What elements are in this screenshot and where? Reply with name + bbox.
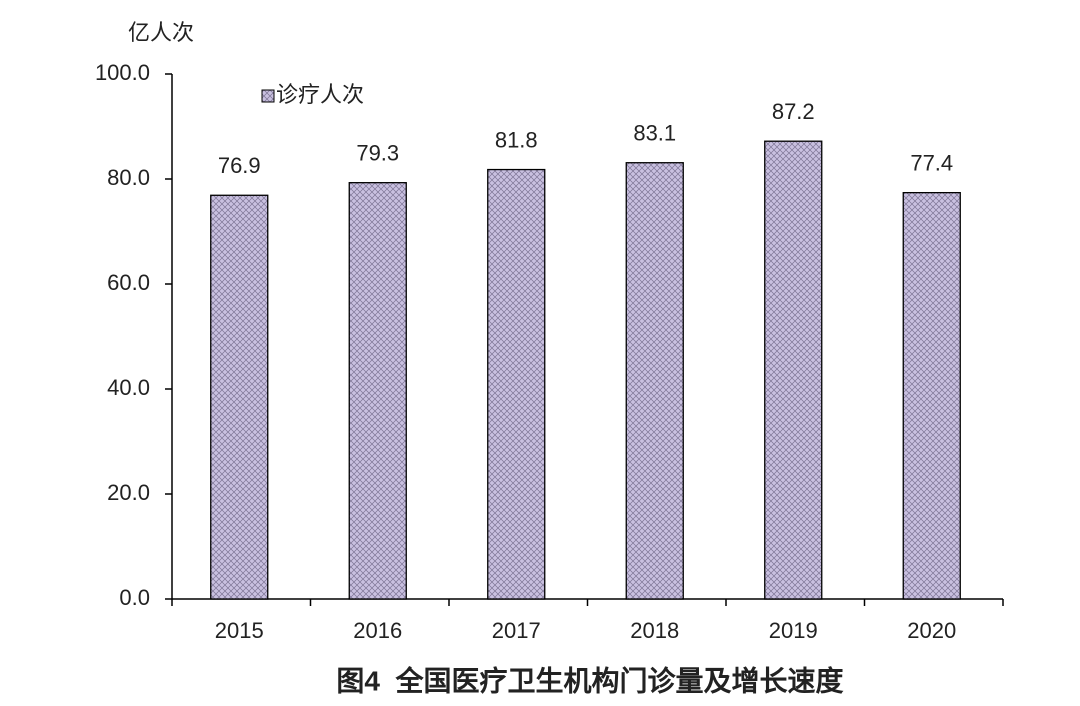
x-tick-label: 2015 — [215, 618, 264, 643]
bar — [625, 162, 684, 600]
x-tick-label: 2019 — [769, 618, 818, 643]
data-label: 83.1 — [633, 121, 676, 146]
data-label: 79.3 — [356, 140, 399, 165]
y-tick-label: 0.0 — [119, 585, 150, 610]
y-tick-label: 40.0 — [107, 375, 150, 400]
bar — [764, 140, 823, 600]
x-tick-label: 2016 — [353, 618, 402, 643]
data-label: 77.4 — [910, 150, 953, 175]
data-label: 76.9 — [218, 153, 261, 178]
bar — [487, 168, 546, 600]
y-tick-label: 60.0 — [107, 270, 150, 295]
x-tick-label: 2018 — [630, 618, 679, 643]
legend-swatch — [261, 89, 275, 103]
data-label: 87.2 — [772, 99, 815, 124]
x-tick-label: 2020 — [907, 618, 956, 643]
y-tick-label: 80.0 — [107, 165, 150, 190]
data-label: 81.8 — [495, 127, 538, 152]
y-tick-label: 100.0 — [95, 60, 150, 85]
chart-title: 图4 全国医疗卫生机构门诊量及增长速度 — [336, 664, 843, 696]
x-tick-label: 2017 — [492, 618, 541, 643]
y-tick-label: 20.0 — [107, 480, 150, 505]
y-axis-label: 亿人次 — [128, 20, 194, 45]
bar — [210, 194, 269, 600]
bar — [902, 191, 961, 600]
legend-label: 诊疗人次 — [276, 82, 364, 107]
bar — [348, 182, 407, 600]
